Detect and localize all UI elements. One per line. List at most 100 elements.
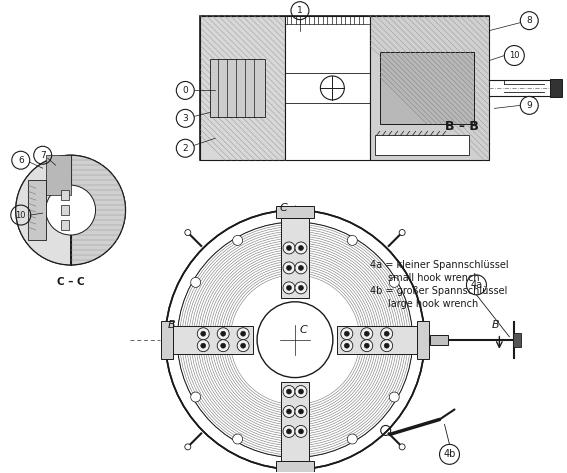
Circle shape [197, 328, 209, 340]
Circle shape [201, 331, 206, 336]
Circle shape [197, 340, 209, 351]
Bar [375, 135, 469, 155]
Bar [200, 16, 489, 160]
Circle shape [298, 429, 303, 434]
Text: 4b = großer Spannschlüssel: 4b = großer Spannschlüssel [370, 286, 507, 296]
Circle shape [240, 343, 246, 348]
Circle shape [390, 277, 399, 288]
Bar [61, 205, 69, 215]
Circle shape [380, 328, 393, 340]
Circle shape [295, 282, 307, 294]
Circle shape [298, 409, 303, 414]
Circle shape [295, 405, 307, 418]
Circle shape [283, 282, 295, 294]
Bar [430, 335, 447, 345]
Circle shape [295, 425, 307, 438]
Circle shape [286, 245, 291, 251]
Circle shape [298, 389, 303, 394]
Circle shape [298, 245, 303, 251]
Circle shape [361, 340, 373, 351]
Bar [281, 218, 309, 298]
Text: C – C: C – C [57, 277, 84, 287]
Circle shape [390, 392, 399, 402]
Text: 6: 6 [18, 156, 24, 165]
Circle shape [232, 236, 243, 245]
Circle shape [185, 229, 191, 236]
Circle shape [283, 262, 295, 274]
Text: 8: 8 [526, 16, 532, 25]
Circle shape [384, 343, 389, 348]
Circle shape [240, 331, 246, 336]
Bar [285, 16, 370, 160]
Circle shape [286, 409, 291, 414]
Text: B: B [492, 320, 499, 330]
Circle shape [348, 434, 357, 444]
Circle shape [298, 285, 303, 290]
Circle shape [286, 429, 291, 434]
Circle shape [384, 331, 389, 336]
Circle shape [295, 262, 307, 274]
Circle shape [237, 340, 249, 351]
Text: large hook wrench: large hook wrench [388, 299, 478, 309]
Text: 0: 0 [183, 86, 188, 95]
Bar [417, 321, 429, 359]
Circle shape [364, 331, 369, 336]
Text: 2: 2 [183, 144, 188, 153]
Circle shape [283, 405, 295, 418]
Circle shape [221, 331, 226, 336]
Text: 10: 10 [15, 210, 26, 219]
Circle shape [191, 277, 201, 288]
Text: 10: 10 [509, 51, 519, 60]
Text: B – B: B – B [445, 120, 479, 133]
Circle shape [399, 444, 405, 450]
Circle shape [283, 385, 295, 397]
Bar [370, 16, 489, 160]
Text: B: B [167, 320, 175, 330]
Circle shape [286, 285, 291, 290]
Bar [162, 321, 174, 359]
Bar [46, 155, 71, 195]
Circle shape [257, 302, 333, 377]
Circle shape [295, 385, 307, 397]
Circle shape [295, 242, 307, 254]
Circle shape [46, 185, 96, 235]
Circle shape [341, 340, 353, 351]
Wedge shape [16, 155, 71, 265]
Text: 1: 1 [297, 6, 303, 15]
Circle shape [348, 236, 357, 245]
Circle shape [341, 328, 353, 340]
Circle shape [217, 340, 229, 351]
Bar [380, 52, 475, 124]
Wedge shape [71, 155, 125, 265]
Bar [276, 461, 314, 473]
Bar [513, 333, 521, 347]
Text: 9: 9 [526, 101, 532, 110]
Circle shape [16, 155, 125, 265]
Circle shape [283, 242, 295, 254]
Circle shape [166, 210, 425, 469]
Text: 4a = kleiner Spannschlüssel: 4a = kleiner Spannschlüssel [370, 260, 509, 270]
Bar [276, 206, 314, 218]
Text: 3: 3 [183, 114, 188, 123]
Bar [61, 220, 69, 230]
Text: 7: 7 [40, 151, 45, 160]
Bar [200, 16, 285, 160]
Circle shape [298, 265, 303, 271]
Circle shape [232, 434, 243, 444]
Circle shape [221, 343, 226, 348]
Bar [61, 190, 69, 200]
Circle shape [286, 389, 291, 394]
Circle shape [380, 340, 393, 351]
Bar [28, 180, 46, 240]
Circle shape [286, 265, 291, 271]
Text: C: C [300, 324, 308, 335]
Text: 4b: 4b [443, 449, 456, 459]
Circle shape [185, 444, 191, 450]
Text: small hook wrench: small hook wrench [388, 273, 479, 283]
Circle shape [364, 343, 369, 348]
Circle shape [361, 328, 373, 340]
Circle shape [344, 331, 349, 336]
Bar [550, 79, 562, 97]
Bar [337, 326, 417, 354]
Circle shape [344, 343, 349, 348]
